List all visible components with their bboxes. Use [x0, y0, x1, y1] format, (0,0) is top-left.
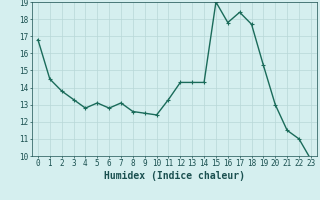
X-axis label: Humidex (Indice chaleur): Humidex (Indice chaleur) — [104, 171, 245, 181]
